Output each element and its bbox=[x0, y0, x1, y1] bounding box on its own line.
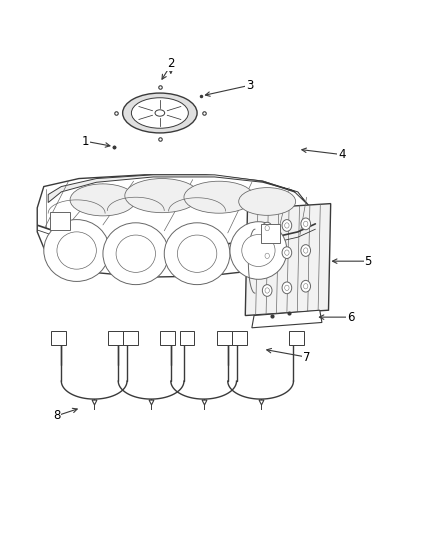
Text: 2: 2 bbox=[167, 58, 175, 70]
FancyBboxPatch shape bbox=[160, 331, 175, 345]
Ellipse shape bbox=[262, 250, 272, 262]
Ellipse shape bbox=[301, 280, 311, 292]
Text: 3: 3 bbox=[246, 79, 253, 92]
Ellipse shape bbox=[285, 250, 289, 255]
Ellipse shape bbox=[242, 235, 275, 266]
Text: 5: 5 bbox=[364, 255, 371, 268]
Text: 1: 1 bbox=[81, 135, 89, 148]
Ellipse shape bbox=[282, 282, 292, 294]
Ellipse shape bbox=[123, 93, 197, 133]
FancyBboxPatch shape bbox=[289, 331, 304, 345]
Ellipse shape bbox=[164, 223, 230, 285]
Text: 8: 8 bbox=[53, 409, 60, 422]
Ellipse shape bbox=[304, 221, 308, 227]
Ellipse shape bbox=[282, 220, 292, 231]
Ellipse shape bbox=[282, 247, 292, 259]
Text: 6: 6 bbox=[346, 311, 354, 324]
Ellipse shape bbox=[301, 218, 311, 230]
Ellipse shape bbox=[265, 225, 269, 231]
Ellipse shape bbox=[70, 184, 136, 216]
Text: 4: 4 bbox=[338, 148, 346, 161]
FancyBboxPatch shape bbox=[108, 331, 123, 345]
Ellipse shape bbox=[116, 235, 155, 272]
Polygon shape bbox=[245, 204, 331, 316]
Ellipse shape bbox=[103, 223, 169, 285]
FancyBboxPatch shape bbox=[51, 331, 66, 345]
Ellipse shape bbox=[44, 220, 110, 281]
Ellipse shape bbox=[265, 253, 269, 259]
Ellipse shape bbox=[177, 235, 217, 272]
Ellipse shape bbox=[184, 181, 254, 213]
FancyBboxPatch shape bbox=[180, 331, 194, 345]
Ellipse shape bbox=[285, 285, 289, 290]
Ellipse shape bbox=[304, 248, 308, 253]
Ellipse shape bbox=[230, 222, 287, 279]
Ellipse shape bbox=[265, 288, 269, 293]
Ellipse shape bbox=[239, 188, 296, 215]
FancyBboxPatch shape bbox=[217, 331, 232, 345]
Ellipse shape bbox=[131, 98, 188, 128]
FancyBboxPatch shape bbox=[261, 224, 280, 243]
Polygon shape bbox=[252, 310, 322, 328]
Ellipse shape bbox=[57, 232, 96, 269]
Ellipse shape bbox=[155, 110, 165, 116]
FancyBboxPatch shape bbox=[232, 331, 247, 345]
Polygon shape bbox=[48, 175, 307, 204]
Polygon shape bbox=[37, 175, 315, 277]
Ellipse shape bbox=[262, 222, 272, 234]
Ellipse shape bbox=[301, 245, 311, 256]
FancyBboxPatch shape bbox=[123, 331, 138, 345]
FancyBboxPatch shape bbox=[50, 212, 70, 230]
Ellipse shape bbox=[304, 284, 308, 289]
Text: 7: 7 bbox=[303, 351, 311, 364]
Ellipse shape bbox=[285, 223, 289, 228]
Ellipse shape bbox=[262, 285, 272, 296]
Ellipse shape bbox=[125, 179, 199, 213]
